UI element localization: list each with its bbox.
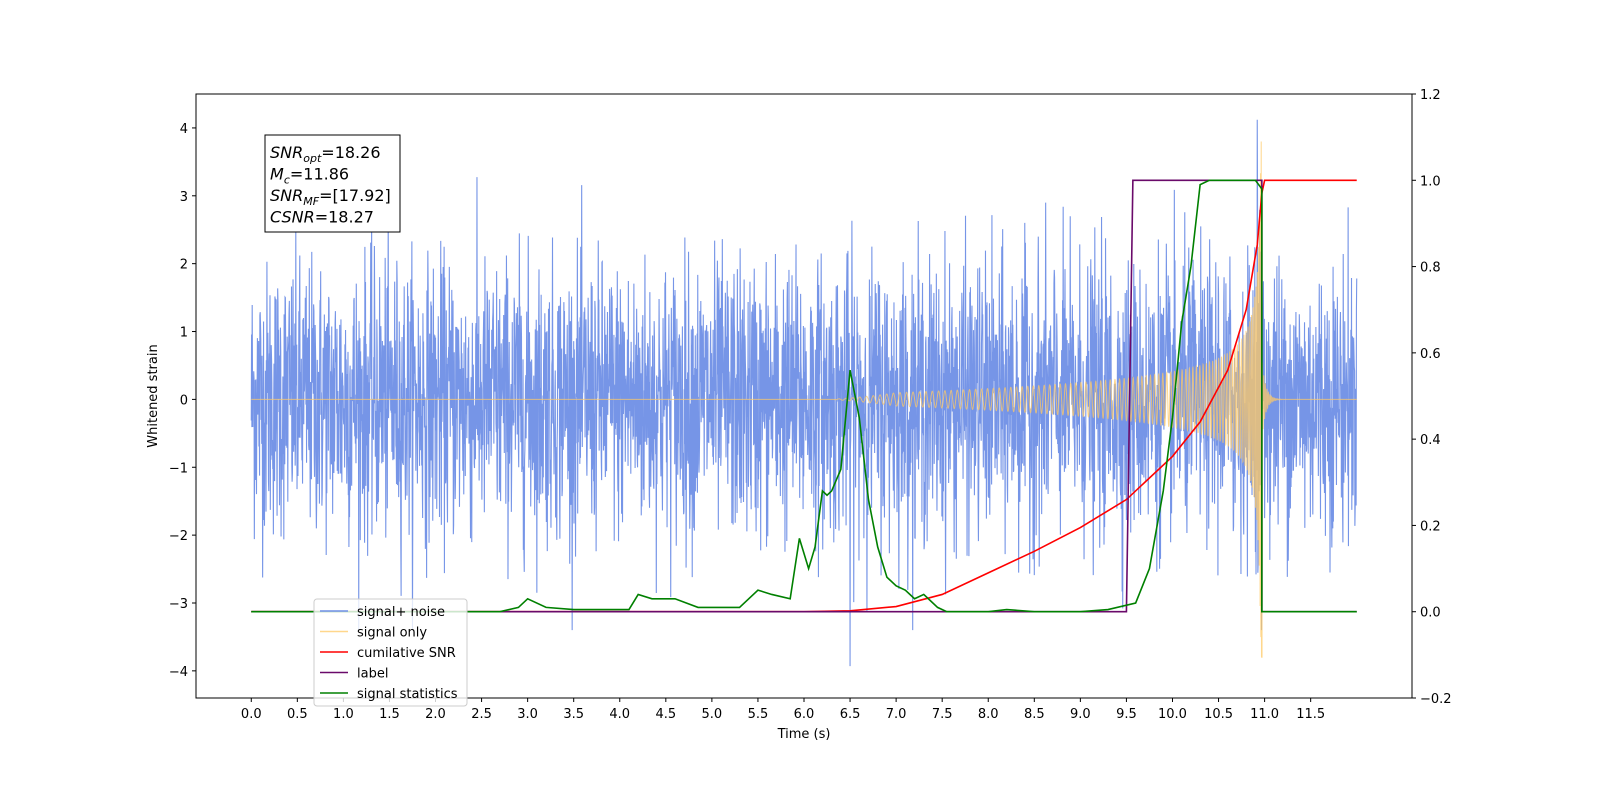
x-tick-label: 7.5 [932, 707, 953, 722]
annotation-line: SNRMF=[17.92] [270, 186, 391, 208]
x-tick-label: 2.0 [425, 707, 446, 722]
y-axis-left: −4 −3 −2 −1 0 1 2 3 4 [169, 122, 196, 680]
y2-tick-label: −0.2 [1420, 692, 1452, 707]
x-tick-label: 0.5 [287, 707, 308, 722]
y2-tick-label: 0.2 [1420, 519, 1441, 534]
annotation-line: Mc=11.86 [270, 165, 349, 187]
legend: signal+ noise signal only cumilative SNR la… [313, 598, 468, 707]
y2-tick-label: 0.4 [1420, 433, 1441, 448]
legend-frame [313, 598, 468, 707]
x-tick-label: 5.5 [748, 707, 769, 722]
y-tick-label: 2 [180, 258, 188, 273]
series-line-cumulative-snr [251, 179, 1357, 613]
x-tick-label: 1.5 [379, 707, 400, 722]
legend-entry: cumilative SNR [357, 646, 456, 661]
plot-clip-group [250, 119, 1358, 667]
x-tick-label: 5.0 [702, 707, 723, 722]
y-axis-right: −0.2 0.0 0.2 0.4 0.6 0.8 1.0 1.2 [1412, 88, 1452, 707]
x-tick-label: 9.0 [1070, 707, 1091, 722]
y-tick-label: 1 [180, 326, 188, 341]
x-tick-label: 10.5 [1204, 707, 1233, 722]
y-tick-label: −3 [169, 597, 188, 612]
series-line-signal-noise [250, 119, 1358, 667]
series-line-signal-statistics [251, 179, 1357, 613]
x-tick-label: 3.0 [517, 707, 538, 722]
x-tick-label: 0.0 [241, 707, 262, 722]
x-tick-label: 8.0 [978, 707, 999, 722]
x-tick-label: 6.0 [794, 707, 815, 722]
x-tick-label: 11.0 [1250, 707, 1279, 722]
legend-entry: signal statistics [357, 687, 458, 702]
snr-annotation-box: SNRopt=18.26Mc=11.86SNRMF=[17.92]CSNR=18… [264, 134, 401, 233]
x-tick-label: 6.5 [840, 707, 861, 722]
x-tick-label: 10.0 [1158, 707, 1187, 722]
legend-entry: label [357, 667, 388, 682]
y2-tick-label: 0.6 [1420, 347, 1441, 362]
y2-tick-label: 0.8 [1420, 261, 1441, 276]
x-tick-label: 4.0 [609, 707, 630, 722]
y-tick-label: 4 [180, 122, 188, 137]
x-tick-label: 8.5 [1024, 707, 1045, 722]
x-tick-label: 7.0 [886, 707, 907, 722]
x-tick-label: 4.5 [655, 707, 676, 722]
y-tick-label: 3 [180, 190, 188, 205]
series-line-signal-only [251, 141, 1357, 658]
x-axis: 0.0 0.5 1.0 1.5 2.0 2.5 3.0 3.5 4.0 4.5 5.0 5.5 6.0 6… [241, 698, 1325, 722]
y2-tick-label: 0.0 [1420, 606, 1441, 621]
y-tick-label: −4 [169, 665, 188, 680]
annotation-line: SNRopt=18.26 [270, 143, 381, 165]
legend-entry: signal+ noise [357, 605, 445, 620]
x-axis-label: Time (s) [777, 727, 831, 742]
x-tick-label: 11.5 [1296, 707, 1325, 722]
x-tick-label: 2.5 [471, 707, 492, 722]
y2-tick-label: 1.2 [1420, 88, 1441, 103]
y-tick-label: −1 [169, 461, 188, 476]
y-axis-label: Whitened strain [146, 344, 161, 447]
x-tick-label: 9.5 [1116, 707, 1137, 722]
y2-tick-label: 1.0 [1420, 174, 1441, 189]
legend-entry: signal only [357, 626, 427, 641]
x-tick-label: 1.0 [333, 707, 354, 722]
y-tick-label: −2 [169, 529, 188, 544]
annotation-line: CSNR=18.27 [270, 208, 374, 227]
annotation-frame [264, 134, 401, 233]
y-tick-label: 0 [180, 393, 188, 408]
x-tick-label: 3.5 [563, 707, 584, 722]
